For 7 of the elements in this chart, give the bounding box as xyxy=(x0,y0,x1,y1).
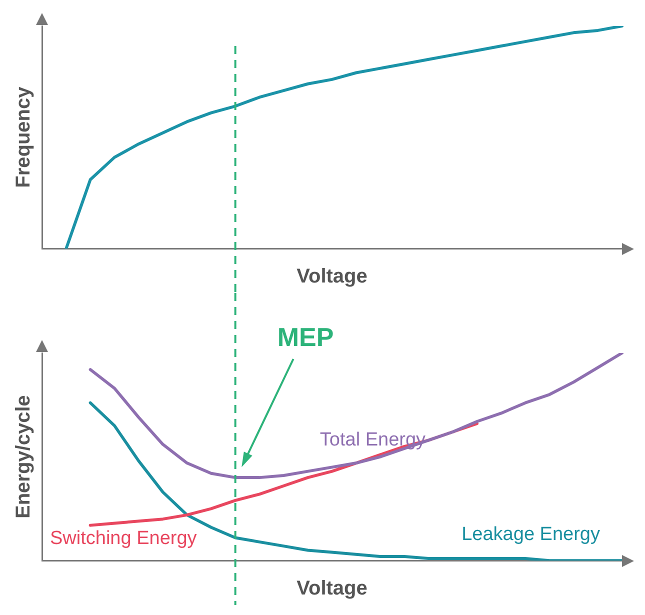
y-axis-title: Frequency xyxy=(12,86,35,188)
series-label: Switching Energy xyxy=(50,528,198,549)
x-axis-title: Voltage xyxy=(296,578,368,600)
text: MEP xyxy=(277,322,334,352)
series-label: Leakage Energy xyxy=(462,524,600,545)
y-axis-title: Energy/cycle xyxy=(12,395,35,519)
x-axis-title: Voltage xyxy=(296,266,368,288)
